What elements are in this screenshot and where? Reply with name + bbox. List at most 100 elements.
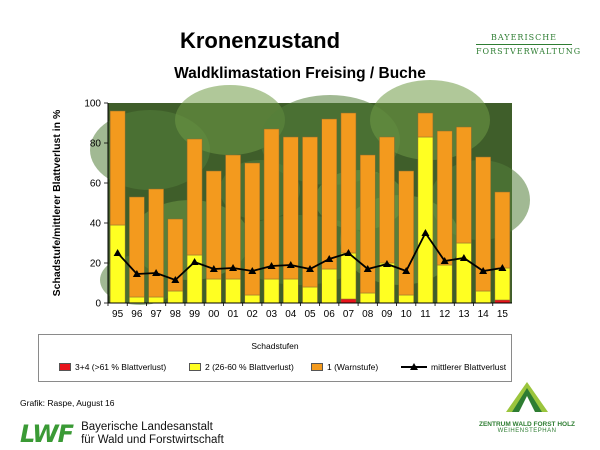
legend-label-severe: 3+4 (>61 % Blattverlust)	[75, 362, 167, 372]
bar-warning-99	[186, 138, 203, 256]
bar-warning-06	[321, 118, 337, 270]
bar-moderate-04	[283, 278, 299, 304]
graphic-credit: Grafik: Raspe, August 16	[20, 398, 115, 408]
lwf-logo-mark: LWF	[20, 420, 74, 448]
x-tick-label: 09	[381, 309, 393, 320]
y-tick-label: 80	[90, 139, 102, 150]
legend-swatch-yellow	[189, 363, 201, 371]
average-loss-point-05	[306, 265, 314, 272]
bar-warning-02	[244, 162, 261, 296]
average-loss-point-14	[479, 267, 488, 274]
page-subtitle: Waldklimastation Freising / Buche	[174, 65, 426, 82]
legend-title: Schadstufen	[251, 341, 299, 351]
chart-legend: Schadstufen 3+4 (>61 % Blattverlust) 2 (…	[38, 334, 512, 382]
average-loss-point-00	[209, 265, 218, 272]
legend-label-average: mittlerer Blattverlust	[431, 362, 507, 372]
x-tick-label: 98	[170, 309, 182, 320]
bar-moderate-95	[109, 224, 126, 304]
legend-item-severe: 3+4 (>61 % Blattverlust)	[59, 362, 166, 372]
x-tick-label: 00	[208, 309, 220, 320]
legend-item-warning: 1 (Warnstufe)	[311, 362, 378, 372]
bar-moderate-12	[436, 264, 453, 304]
y-tick-label: 40	[90, 219, 102, 230]
x-tick-label: 07	[343, 309, 355, 320]
lwf-name-line-1: Bayerische Landesanstalt	[81, 421, 213, 433]
bar-moderate-01	[225, 278, 241, 304]
average-loss-point-98	[171, 276, 180, 283]
average-loss-line	[113, 229, 507, 283]
bar-warning-07	[340, 112, 357, 254]
legend-line-marker	[401, 363, 427, 371]
bar-warning-10	[398, 170, 414, 296]
bar-moderate-07	[340, 252, 357, 300]
bayerische-forstverwaltung-logo: BAYERISCHE FORSTVERWALTUNG	[476, 32, 580, 57]
legend-swatch-orange	[311, 363, 323, 371]
x-tick-label: 13	[458, 309, 470, 320]
bar-warning-00	[206, 170, 222, 280]
bar-series	[109, 110, 511, 304]
zentrum-wald-logo: ZENTRUM WALD FORST HOLZ WEIHENSTEPHAN	[472, 380, 582, 434]
x-tick-label: 08	[362, 309, 374, 320]
bar-warning-12	[436, 130, 453, 266]
x-tick-label: 06	[324, 309, 336, 320]
average-loss-point-97	[152, 269, 161, 276]
bar-warning-14	[475, 156, 491, 292]
average-loss-point-96	[132, 270, 141, 277]
x-tick-label: 99	[189, 309, 201, 320]
average-loss-point-11	[421, 229, 430, 236]
legend-label-warning: 1 (Warnstufe)	[327, 362, 379, 372]
bar-warning-96	[129, 196, 145, 298]
y-tick-label: 100	[84, 99, 101, 110]
y-tick-label: 20	[90, 259, 102, 270]
bar-moderate-13	[456, 242, 472, 304]
x-tick-label: 01	[227, 309, 239, 320]
bar-moderate-06	[321, 268, 337, 304]
average-loss-point-02	[248, 267, 257, 274]
bar-moderate-14	[475, 290, 491, 304]
bar-warning-01	[225, 154, 241, 280]
legend-swatch-red	[59, 363, 71, 371]
zwf-subtitle: WEIHENSTEPHAN	[497, 428, 557, 434]
bar-moderate-05	[302, 286, 318, 304]
zwf-tree-icon	[506, 382, 548, 412]
chart-axes: 95 96 97 98 99 00 01 02 03 04 05 06 07 08 09 10 11 12 13 14…	[84, 99, 512, 320]
x-tick-label: 97	[151, 309, 163, 320]
bar-moderate-11	[417, 136, 434, 304]
bar-moderate-10	[398, 294, 414, 304]
bar-warning-95	[109, 110, 126, 226]
average-loss-point-99	[190, 258, 199, 265]
lwf-name-line-2: für Wald und Forstwirtschaft	[81, 434, 224, 446]
average-loss-point-04	[286, 261, 295, 268]
bar-moderate-08	[359, 292, 376, 304]
average-loss-point-15	[498, 264, 507, 271]
bar-moderate-03	[263, 278, 280, 304]
x-tick-label: 15	[497, 309, 509, 320]
page-title: Kronenzustand	[179, 28, 341, 53]
bar-warning-98	[167, 218, 184, 292]
legend-item-moderate: 2 (26-60 % Blattverlust)	[189, 362, 294, 372]
average-loss-point-06	[325, 255, 334, 262]
average-loss-point-01	[229, 264, 238, 271]
bar-moderate-96	[129, 296, 145, 304]
y-tick-label: 60	[90, 179, 102, 190]
bar-warning-04	[283, 136, 299, 280]
x-tick-label: 11	[420, 309, 431, 320]
bar-warning-03	[263, 128, 280, 280]
crown-condition-chart: 95 96 97 98 99 00 01 02 03 04 05 06 07 08 09 10 11 12 13 14…	[51, 80, 530, 320]
foliage-leaf	[175, 85, 285, 155]
bar-warning-15	[494, 191, 511, 269]
bar-moderate-97	[148, 296, 164, 304]
bar-moderate-02	[244, 294, 261, 304]
bar-warning-13	[456, 126, 472, 244]
average-loss-point-08	[363, 265, 372, 272]
bar-moderate-15	[494, 267, 511, 301]
bar-moderate-00	[206, 278, 222, 304]
legend-item-average: mittlerer Blattverlust	[401, 362, 506, 372]
y-axis-label: Schadstufe/mittlerer Blattverlust in %	[51, 109, 63, 296]
x-tick-label: 12	[439, 309, 451, 320]
average-loss-point-95	[113, 249, 122, 256]
average-loss-point-03	[267, 262, 276, 269]
average-loss-point-10	[402, 267, 411, 274]
x-tick-label: 10	[401, 309, 413, 320]
x-tick-label: 14	[478, 309, 490, 320]
